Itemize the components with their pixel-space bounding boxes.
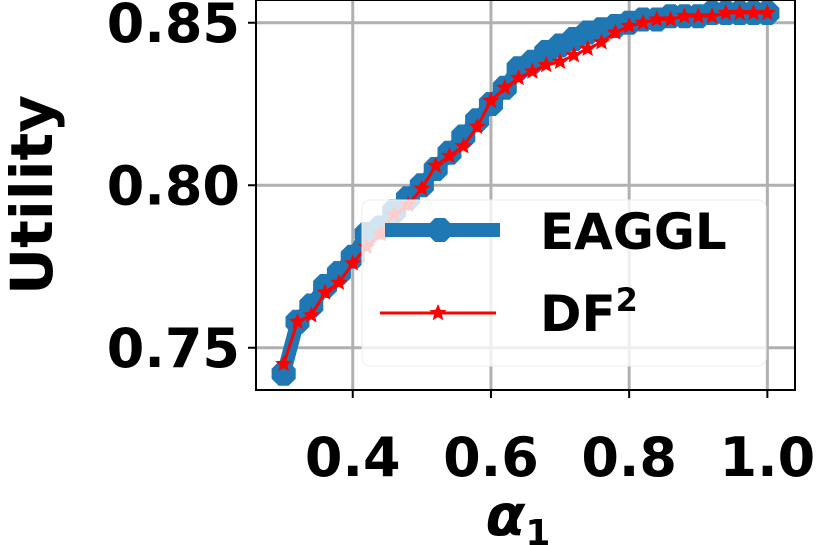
data-point <box>451 124 476 149</box>
data-point <box>648 10 666 27</box>
axis-ticks: 0.4 0.6 0.8 1.0 0.75 0.80 0.85 <box>107 0 815 489</box>
legend-marker-df2 <box>429 304 447 321</box>
data-point <box>288 312 306 329</box>
data-point <box>662 10 680 27</box>
data-point <box>565 46 583 63</box>
data-point <box>717 4 735 21</box>
legend-label-df2-superscript: 2 <box>616 281 638 319</box>
data-point <box>413 179 431 196</box>
plot-frame <box>255 0 796 391</box>
data-point <box>482 91 500 108</box>
data-point <box>454 137 472 154</box>
data-point <box>634 13 652 31</box>
x-axis-label-subscript: 1 <box>525 513 550 545</box>
data-point <box>675 7 693 24</box>
data-point <box>326 261 351 285</box>
legend-marker-eaggl <box>428 218 452 242</box>
data-point <box>523 62 541 79</box>
data-point <box>703 7 721 24</box>
data-point <box>316 283 334 300</box>
data-point <box>440 147 458 164</box>
data-point <box>496 78 514 95</box>
data-point <box>593 33 611 50</box>
x-tick-label: 0.6 <box>443 426 539 489</box>
data-point <box>271 361 296 386</box>
x-tick-label: 0.8 <box>581 426 677 489</box>
y-axis-label: Utility <box>0 95 66 295</box>
data-point <box>275 355 293 372</box>
legend-label-eaggl: EAGGL <box>540 203 727 261</box>
data-point <box>689 7 707 24</box>
data-point <box>606 23 624 40</box>
y-tick-label: 0.80 <box>107 154 240 217</box>
x-tick-label: 0.4 <box>305 426 401 489</box>
data-point <box>468 117 486 134</box>
x-tick-label: 1.0 <box>720 426 816 489</box>
data-point <box>745 4 763 21</box>
data-point <box>620 17 638 34</box>
data-point <box>551 52 569 69</box>
y-tick-label: 0.75 <box>107 317 240 380</box>
data-point <box>510 69 528 86</box>
x-axis-label: α1 <box>486 481 551 545</box>
data-point <box>579 39 597 56</box>
data-point <box>344 254 362 271</box>
data-point <box>299 293 324 318</box>
legend-box <box>361 199 767 367</box>
data-point <box>427 156 445 173</box>
y-tick-label: 0.85 <box>107 0 240 55</box>
data-point <box>758 4 776 21</box>
data-point <box>330 273 348 290</box>
data-point <box>537 56 555 73</box>
data-point <box>731 4 749 21</box>
data-point <box>302 306 320 323</box>
